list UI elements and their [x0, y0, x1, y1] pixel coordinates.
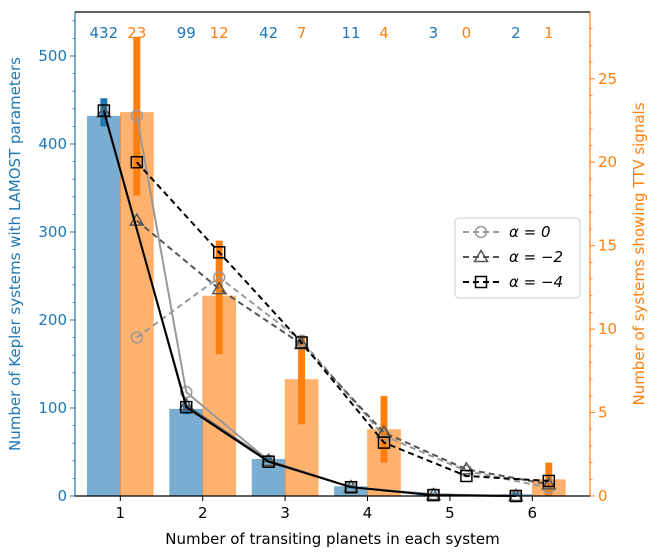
count-label: 42 [259, 24, 278, 42]
point [178, 397, 195, 411]
legend-label: α = −4 [509, 273, 563, 291]
model-line-ttv [136, 219, 549, 486]
model-line-ttv [136, 161, 549, 482]
right-y-tick-label: 10 [598, 320, 617, 338]
count-label: 4 [379, 24, 389, 42]
x-tick-label: 6 [528, 504, 538, 522]
point [295, 336, 308, 349]
left-y-tick-label: 300 [38, 223, 67, 241]
point [212, 246, 226, 259]
x-axis-title: Number of transiting planets in each sys… [165, 530, 500, 548]
point [344, 480, 358, 494]
count-label: 1 [544, 24, 554, 42]
point [474, 275, 488, 289]
count-label: 23 [127, 24, 146, 42]
x-tick-label: 2 [198, 504, 208, 522]
right-y-tick-label: 0 [598, 487, 608, 505]
x-tick-label: 3 [280, 504, 290, 522]
left-y-tick-label: 200 [38, 311, 67, 329]
left-y-tick-label: 100 [38, 399, 67, 417]
right-y-tick-label: 20 [598, 153, 617, 171]
count-label: 7 [297, 24, 307, 42]
count-label: 2 [511, 24, 521, 42]
point [427, 488, 440, 502]
point [473, 249, 489, 263]
point [540, 476, 557, 490]
left-y-tick-label: 400 [38, 135, 67, 153]
right-y-axis-title: Number of systems showing TTV signals [630, 102, 648, 405]
point [96, 104, 112, 118]
count-label: 12 [210, 24, 229, 42]
x-tick-label: 1 [116, 504, 126, 522]
left-y-axis-title: Number of Kepler systems with LAMOST par… [6, 57, 24, 451]
count-label: 3 [429, 24, 439, 42]
count-label: 432 [90, 24, 119, 42]
point [211, 281, 228, 295]
point [458, 461, 475, 475]
legend-label: α = −2 [509, 248, 563, 266]
legend-label: α = 0 [509, 223, 551, 241]
model-lines-layer [96, 104, 557, 503]
point [130, 155, 144, 169]
point [97, 104, 111, 117]
point [474, 225, 488, 239]
left-y-tick-label: 0 [57, 487, 67, 505]
point [130, 331, 144, 344]
point [460, 469, 473, 483]
labels-layer: Number of transiting planets in each sys… [6, 24, 648, 548]
point [262, 455, 275, 468]
x-tick-label: 4 [363, 504, 373, 522]
point [542, 474, 556, 488]
right-y-tick-label: 15 [598, 237, 617, 255]
bar [86, 115, 121, 496]
bar [169, 408, 204, 496]
model-line-kepler [102, 110, 516, 497]
model-line-ttv [136, 276, 549, 489]
point [179, 400, 193, 414]
left-y-tick-label: 500 [38, 47, 67, 65]
count-label: 99 [177, 24, 196, 42]
count-label: 0 [462, 24, 472, 42]
legend: α = 0 α = −2 α = −4 [454, 217, 581, 299]
count-label: 11 [341, 24, 360, 42]
right-y-tick-label: 5 [598, 404, 608, 422]
point [130, 109, 144, 123]
x-tick-label: 5 [445, 504, 455, 522]
right-y-tick-label: 25 [598, 70, 617, 88]
point [377, 436, 391, 449]
